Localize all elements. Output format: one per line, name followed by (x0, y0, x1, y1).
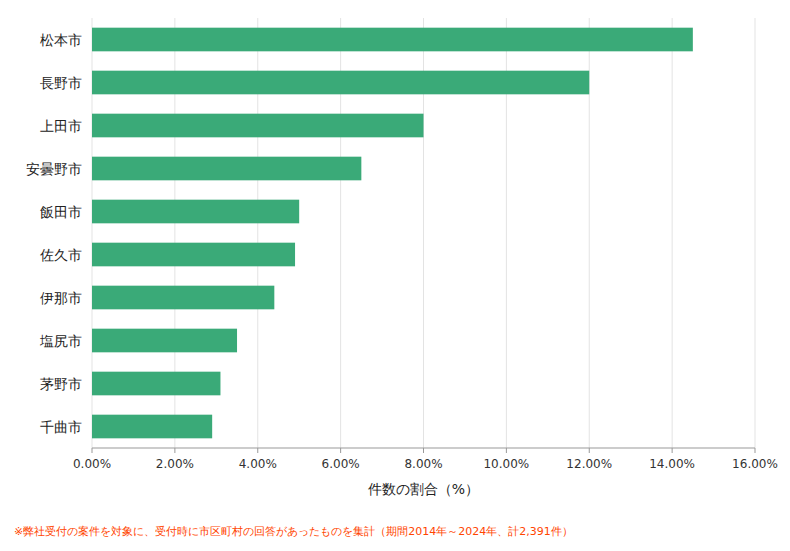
tick-mark (506, 448, 507, 453)
tick-label: 0.00% (73, 457, 111, 471)
category-label: 塩尻市 (39, 333, 82, 349)
category-label: 千曲市 (40, 419, 82, 435)
tick-label: 4.00% (239, 457, 277, 471)
tick-mark (755, 448, 756, 453)
category-label: 飯田市 (40, 204, 82, 220)
tick-label: 10.00% (483, 457, 529, 471)
tick-mark (672, 448, 673, 453)
tick-label: 8.00% (404, 457, 442, 471)
tick-mark (589, 448, 590, 453)
tick-mark (92, 448, 93, 453)
tick-label: 6.00% (322, 457, 360, 471)
category-label: 茅野市 (40, 376, 82, 392)
category-label: 伊那市 (40, 290, 82, 306)
tick-label: 16.00% (732, 457, 778, 471)
grid (92, 18, 755, 448)
tick-label: 12.00% (566, 457, 612, 471)
bar (92, 243, 295, 267)
x-axis-label: 件数の割合（%） (368, 481, 479, 497)
tick-mark (174, 448, 175, 453)
chart-svg: 0.00% 2.00% 4.00% 6.00% 8.00% 10.00% 12.00% 14.… (0, 0, 790, 551)
tick-mark (423, 448, 424, 453)
y-axis: 松本市長野市上田市安曇野市飯田市佐久市伊那市塩尻市茅野市千曲市 (26, 32, 82, 435)
category-label: 長野市 (40, 75, 82, 91)
footnote: ※弊社受付の案件を対象に、受付時に市区町村の回答があったものを集計（期間2014… (14, 525, 573, 538)
bar (92, 329, 237, 353)
bar (92, 28, 693, 52)
tick-label: 2.00% (156, 457, 194, 471)
bar (92, 157, 361, 181)
bar (92, 71, 589, 95)
grid-line (672, 18, 673, 448)
category-label: 安曇野市 (26, 161, 82, 177)
bars (92, 28, 693, 439)
axis-line (92, 448, 755, 449)
x-axis: 0.00% 2.00% 4.00% 6.00% 8.00% 10.00% 12.00% 14.… (73, 448, 778, 471)
bar (92, 114, 424, 138)
category-label: 上田市 (40, 118, 82, 134)
tick-mark (257, 448, 258, 453)
chart-container: 0.00% 2.00% 4.00% 6.00% 8.00% 10.00% 12.00% 14.… (0, 0, 790, 551)
bar (92, 415, 212, 439)
bar (92, 200, 299, 224)
bar (92, 372, 220, 396)
grid-line (755, 18, 756, 448)
category-label: 佐久市 (40, 247, 82, 263)
tick-mark (340, 448, 341, 453)
bar (92, 286, 274, 310)
category-label: 松本市 (40, 32, 82, 48)
tick-label: 14.00% (649, 457, 695, 471)
